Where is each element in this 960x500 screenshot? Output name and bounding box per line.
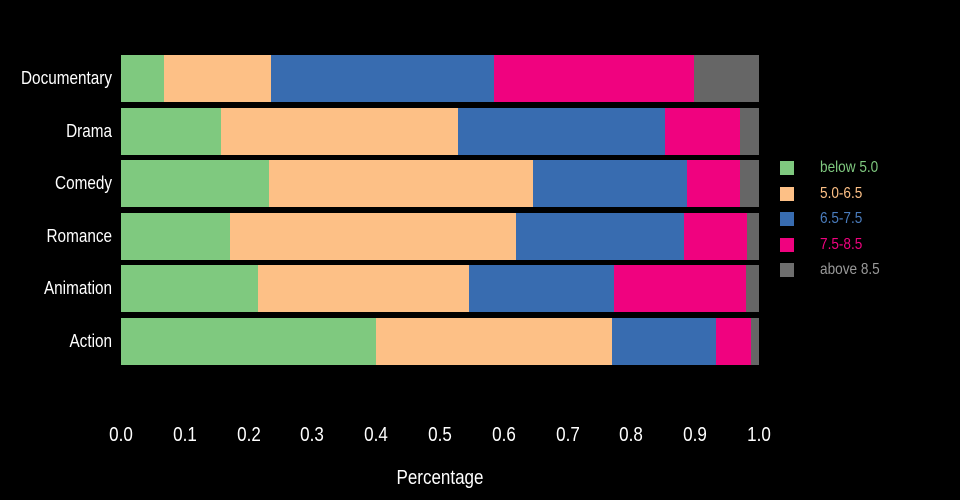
- bar-segment: [686, 160, 741, 208]
- bar-row: [121, 318, 759, 365]
- bar-row: [121, 160, 759, 208]
- legend-swatch: [780, 212, 794, 226]
- bar-segment: [220, 107, 458, 155]
- legend-swatch: [780, 186, 794, 201]
- bar-segment: [121, 212, 231, 260]
- x-tick-label: 0.4: [364, 424, 389, 446]
- x-tick-label: 0.9: [683, 424, 708, 446]
- legend-swatch: [780, 161, 794, 175]
- bar-segment: [716, 318, 751, 365]
- bar-row: [121, 55, 759, 102]
- legend-label: 6.5-7.5: [820, 210, 863, 227]
- x-tick-label: 0.1: [172, 424, 197, 446]
- legend-label: 5.0-6.5: [820, 184, 863, 202]
- bar-segment: [612, 318, 717, 365]
- legend-item: below 5.0: [780, 159, 889, 176]
- bar-segment: [745, 265, 759, 313]
- legend-item: 5.0-6.5: [780, 184, 870, 202]
- legend-swatch: [780, 263, 794, 277]
- x-tick-label: 0.5: [428, 424, 452, 446]
- bar-segment: [494, 55, 694, 102]
- bar-segment: [740, 107, 759, 155]
- bar-segment: [468, 265, 614, 313]
- bar-segment: [740, 160, 759, 208]
- legend-item: 6.5-7.5: [780, 210, 870, 227]
- x-axis-title: Percentage: [396, 467, 484, 489]
- category-label: Romance: [46, 225, 112, 246]
- bar-segment: [230, 212, 516, 260]
- bar-segment: [693, 55, 759, 102]
- bar-segment: [684, 212, 747, 260]
- category-label: Comedy: [55, 173, 112, 194]
- bar-segment: [533, 160, 687, 208]
- x-tick-label: 0.2: [236, 424, 261, 446]
- bar-segment: [121, 55, 165, 102]
- bar-segment: [121, 318, 377, 365]
- x-tick-label: 0.7: [555, 424, 580, 446]
- bar-segment: [376, 318, 613, 365]
- bar-segment: [121, 160, 270, 208]
- bar-row: [121, 265, 759, 313]
- bar-segment: [665, 107, 741, 155]
- bar-segment: [515, 212, 685, 260]
- bar-segment: [269, 160, 534, 208]
- bar-segment: [121, 265, 259, 313]
- bar-segment: [258, 265, 469, 313]
- bar-segment: [270, 55, 495, 102]
- bar-segment: [121, 107, 221, 155]
- category-label: Documentary: [21, 68, 113, 88]
- bar-segment: [750, 318, 759, 365]
- legend-label: above 8.5: [820, 261, 880, 278]
- legend-label: 7.5-8.5: [820, 235, 863, 253]
- legend-item: 7.5-8.5: [780, 235, 870, 253]
- bar-segment: [164, 55, 271, 102]
- x-tick-label: 0.0: [109, 424, 133, 446]
- bar-row: [121, 212, 759, 260]
- category-label: Drama: [66, 120, 112, 141]
- legend-label: below 5.0: [820, 159, 879, 176]
- bar-segment: [613, 265, 746, 313]
- bar-row: [121, 107, 759, 155]
- category-label: Action: [69, 331, 112, 351]
- bar-segment: [457, 107, 666, 155]
- x-tick-label: 1.0: [747, 424, 771, 446]
- x-tick-label: 0.8: [619, 424, 644, 446]
- legend-swatch: [780, 237, 794, 252]
- x-tick-label: 0.3: [300, 424, 325, 446]
- bar-segment: [746, 212, 759, 260]
- legend-item: above 8.5: [780, 261, 890, 278]
- category-label: Animation: [43, 278, 112, 299]
- x-tick-label: 0.6: [491, 424, 516, 446]
